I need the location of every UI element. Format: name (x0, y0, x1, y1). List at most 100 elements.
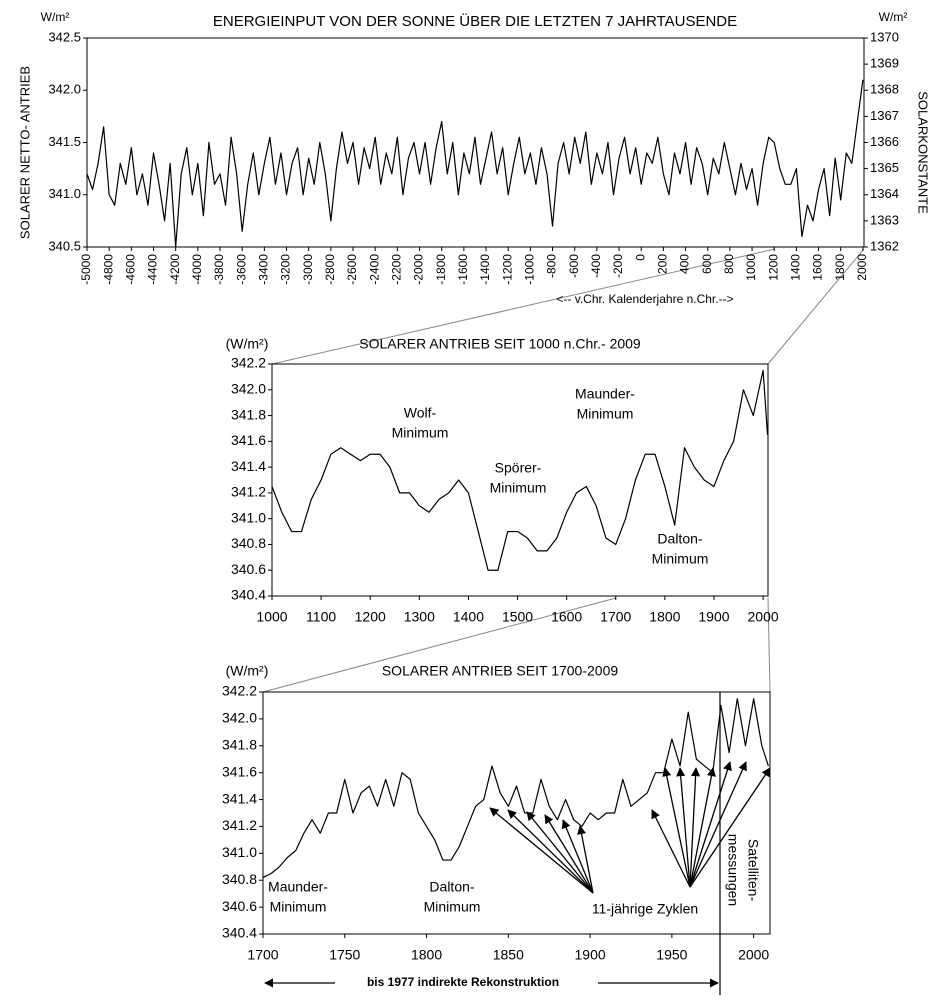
x-tick-label: 1000 (256, 609, 287, 625)
y2-tick-label: 1367 (870, 108, 899, 123)
x-tick-label: 1200 (766, 254, 780, 281)
y2-tick-label: 1362 (870, 238, 899, 253)
x-tick-label: 1900 (575, 947, 606, 963)
arrow (544, 814, 594, 894)
x-tick-label: -3600 (234, 254, 248, 285)
x-tick-label: 1600 (811, 254, 825, 281)
x-tick-label: -3000 (301, 254, 315, 285)
x-tick-label: -2200 (390, 254, 404, 285)
y2-tick-label: 1364 (870, 186, 899, 201)
chart-title: SOLARER ANTRIEB SEIT 1700-2009 (382, 663, 619, 679)
annotation: bis 1977 indirekte Rekonstruktion (367, 975, 559, 989)
x-tick-label: 0 (633, 254, 647, 261)
y-tick-label: 341.6 (222, 763, 257, 779)
y-tick-label: 340.6 (231, 561, 266, 577)
x-tick-label: -5000 (79, 254, 93, 285)
annotation: Maunder- (575, 386, 635, 402)
x-tick-label: 1400 (453, 609, 484, 625)
x-tick-label: 1700 (247, 947, 278, 963)
annotation: Minimum (577, 406, 634, 422)
x-tick-label: 1800 (411, 947, 442, 963)
y-tick-label: 340.5 (48, 238, 81, 253)
x-tick-label: 800 (722, 254, 736, 274)
x-tick-label: -1600 (456, 254, 470, 285)
arrow (689, 761, 732, 888)
x-tick-label: 2000 (748, 609, 779, 625)
arrow (577, 825, 594, 894)
x-tick-label: -1400 (478, 254, 492, 285)
x-tick-label: -1800 (434, 254, 448, 285)
data-line (262, 698, 769, 879)
x-tick-label: 1950 (656, 947, 687, 963)
x-tick-label: -3400 (257, 254, 271, 285)
arrow (526, 811, 594, 894)
x-tick-label: 1300 (404, 609, 435, 625)
zoom-connector (271, 248, 776, 365)
plot-frame (271, 363, 769, 597)
y2-unit: W/m² (879, 10, 908, 24)
y2-tick-label: 1370 (870, 29, 899, 44)
chart-title: ENERGIEINPUT VON DER SONNE ÜBER DIE LETZ… (213, 12, 737, 30)
x-tick-label: -600 (567, 254, 581, 278)
y-tick-label: 341.0 (222, 844, 257, 860)
x-tick-label: -2400 (367, 254, 381, 285)
y-tick-label: 341.0 (231, 509, 266, 525)
y2-tick-label: 1366 (870, 134, 899, 149)
arrow (689, 761, 747, 888)
y2-tick-label: 1368 (870, 82, 899, 97)
y2-axis-label: SOLARKONSTANTE (916, 91, 931, 214)
y-tick-label: 342.0 (48, 82, 81, 97)
y-tick-label: 341.6 (231, 432, 266, 448)
x-tick-label: 1800 (833, 254, 847, 281)
data-line (86, 79, 864, 248)
annotation: Minimum (652, 551, 709, 567)
x-tick-label: -200 (611, 254, 625, 278)
zoom-connector (767, 248, 865, 365)
x-tick-label: -400 (589, 254, 603, 278)
annotation: Maunder- (268, 879, 328, 895)
annotation: Minimum (392, 425, 449, 441)
x-tick-label: 1000 (744, 254, 758, 281)
annotation: 11-jährige Zyklen (592, 901, 698, 917)
x-tick-label: -2800 (323, 254, 337, 285)
annotation: messungen (725, 834, 741, 906)
annotation: Minimum (424, 899, 481, 915)
x-tick-label: -4200 (168, 254, 182, 285)
x-tick-label: -1200 (500, 254, 514, 285)
y-unit: W/m² (41, 10, 70, 24)
plot-frame (262, 691, 771, 935)
y-tick-label: 341.8 (231, 406, 266, 422)
x-tick-label: -2000 (412, 254, 426, 285)
annotation: Dalton- (657, 531, 702, 547)
y-tick-label: 340.8 (222, 871, 257, 887)
arrow (561, 819, 594, 894)
x-tick-label: 2000 (738, 947, 769, 963)
x-tick-label: 1400 (789, 254, 803, 281)
y-tick-label: 341.4 (222, 790, 257, 806)
y-tick-label: 341.4 (231, 458, 266, 474)
y-tick-label: 342.2 (231, 355, 266, 371)
connectors (262, 248, 865, 693)
x-tick-label: -4800 (101, 254, 115, 285)
annotation: Minimum (490, 480, 547, 496)
annotation: Satelliten- (745, 839, 761, 902)
y-tick-label: 340.8 (231, 535, 266, 551)
y-tick-label: 340.6 (222, 898, 257, 914)
x-tick-label: 1700 (600, 609, 631, 625)
x-tick-label: -3800 (212, 254, 226, 285)
arrow (489, 807, 594, 894)
arrow (689, 767, 771, 888)
y-tick-label: 342.5 (48, 29, 81, 44)
x-tick-label: 400 (678, 254, 692, 274)
arrow (676, 767, 691, 888)
x-tick-label: 1850 (493, 947, 524, 963)
x-tick-label: 1600 (551, 609, 582, 625)
y-tick-label: 342.2 (222, 683, 257, 699)
annotation: Dalton- (429, 879, 474, 895)
y-tick-label: 340.4 (231, 587, 266, 603)
y-tick-label: 341.0 (48, 186, 81, 201)
y-tick-label: 341.5 (48, 134, 81, 149)
cycle-arrows (489, 761, 771, 894)
x-tick-label: 200 (656, 254, 670, 274)
